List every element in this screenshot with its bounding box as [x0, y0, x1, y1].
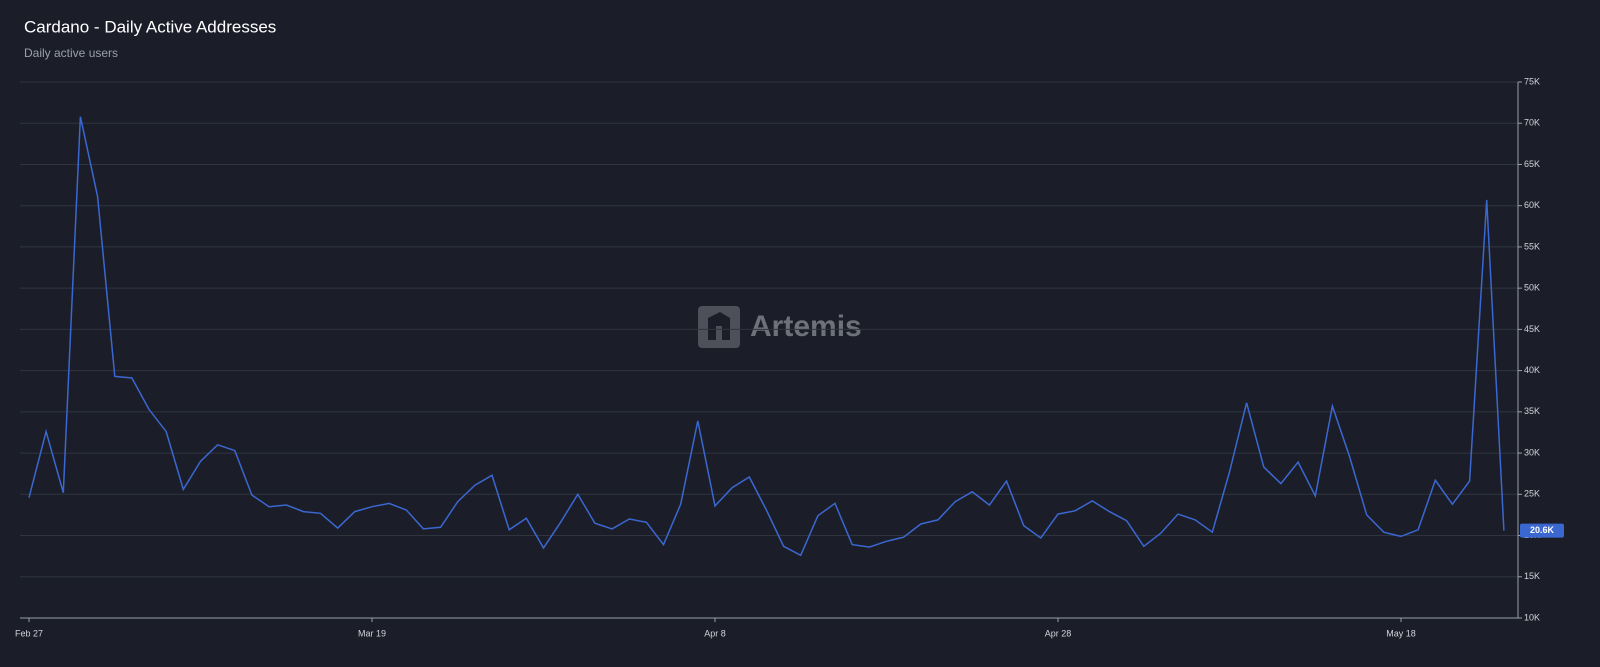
y-tick-label: 15K [1524, 571, 1540, 581]
x-tick-label: Mar 19 [358, 628, 386, 638]
watermark: Artemis [750, 310, 862, 343]
y-tick-label: 65K [1524, 159, 1540, 169]
chart-subtitle: Daily active users [24, 46, 118, 60]
y-tick-label: 30K [1524, 447, 1540, 457]
y-tick-label: 35K [1524, 406, 1540, 416]
y-tick-label: 25K [1524, 489, 1540, 499]
y-tick-label: 40K [1524, 365, 1540, 375]
x-tick-label: Apr 8 [704, 628, 726, 638]
x-tick-label: May 18 [1386, 628, 1416, 638]
y-tick-label: 60K [1524, 200, 1540, 210]
data-line [28, 116, 1505, 557]
y-tick-label: 70K [1524, 118, 1540, 128]
y-tick-label: 75K [1524, 76, 1540, 86]
y-tick-label: 10K [1524, 612, 1540, 622]
chart-title: Cardano - Daily Active Addresses [24, 17, 276, 36]
last-value-badge [1520, 523, 1564, 538]
y-tick-label: 50K [1524, 283, 1540, 293]
x-tick-label: Feb 27 [15, 628, 43, 638]
x-tick-label: Apr 28 [1045, 628, 1072, 638]
y-tick-label: 55K [1524, 241, 1540, 251]
y-tick-label: 45K [1524, 324, 1540, 334]
last-value-label: 20.6K [1530, 525, 1555, 535]
watermark-logo [698, 306, 740, 348]
